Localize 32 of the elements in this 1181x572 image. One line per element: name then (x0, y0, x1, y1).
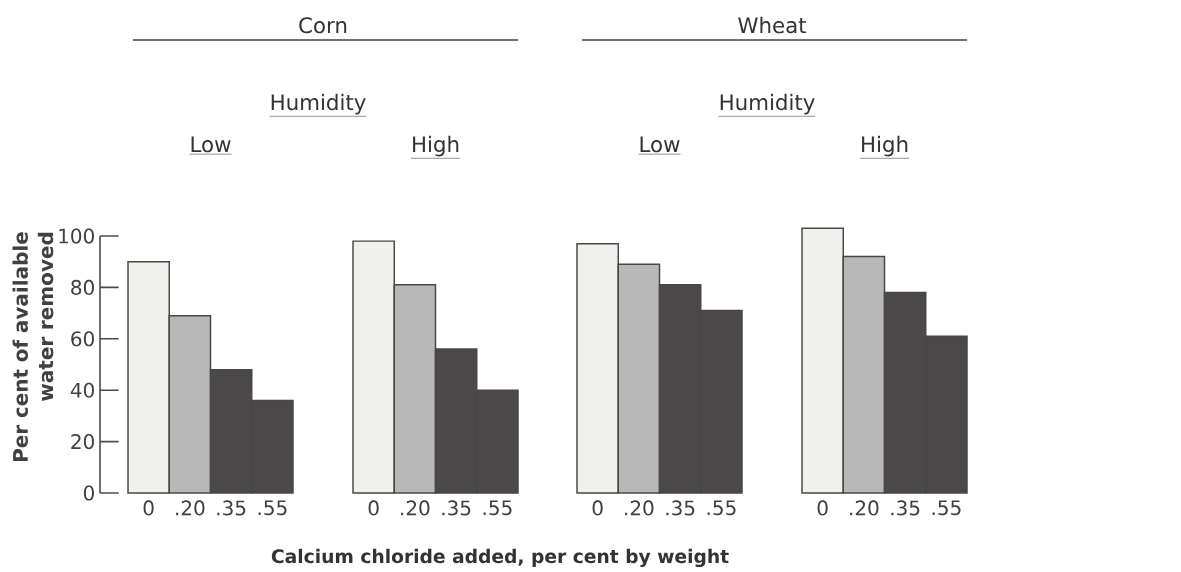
x-tick-label: 0 (592, 500, 603, 516)
text: Corn (299, 17, 347, 34)
text: Humidity (720, 93, 815, 115)
x-tick-label: .35 (891, 500, 920, 516)
text: Humidity (271, 93, 366, 115)
y-axis-title: Per cent of available water removed (12, 232, 54, 462)
y-tick-label: 0 (83, 485, 94, 501)
x-tick-label: .55 (258, 500, 287, 516)
y-tick-label: 80 (71, 279, 94, 295)
x-tick-label: .20 (401, 500, 430, 516)
x-tick-label: .35 (217, 500, 246, 516)
x-tick-label: .55 (932, 500, 961, 516)
x-tick-label: .20 (625, 500, 654, 516)
x-tick-label: .55 (483, 500, 512, 516)
x-tick-label: .20 (850, 500, 879, 516)
x-tick-label: .35 (666, 500, 695, 516)
x-axis-title: Calcium chloride added, per cent by weight (271, 548, 729, 568)
x-tick-label: 0 (817, 500, 828, 516)
chart-title: Low (191, 136, 231, 153)
y-tick-label: 20 (71, 434, 94, 450)
x-tick-label: .35 (442, 500, 471, 516)
chart-title: High (862, 135, 908, 157)
text: Wheat (738, 16, 807, 34)
x-tick-label: .20 (176, 500, 205, 516)
y-tick-label: 100 (59, 228, 94, 244)
x-tick-label: .55 (707, 500, 736, 516)
chart-title: High (413, 135, 459, 157)
y-tick-label: 40 (70, 382, 94, 398)
x-tick-label: 0 (368, 500, 379, 516)
chart-title: Low (640, 136, 680, 153)
y-tick-label: 60 (71, 331, 94, 347)
x-tick-label: 0 (143, 500, 154, 516)
